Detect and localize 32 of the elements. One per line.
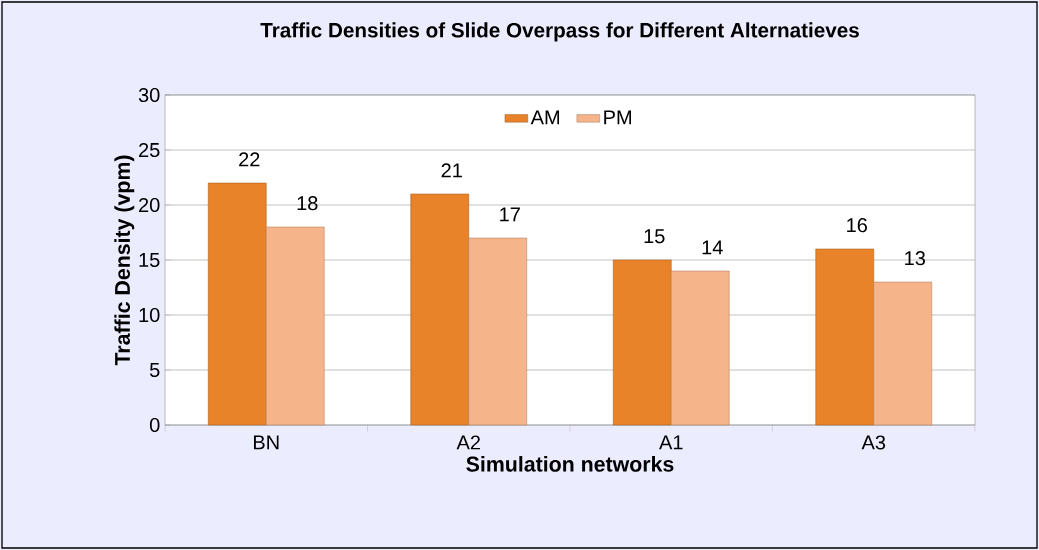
y-tick-label: 25 — [139, 142, 160, 158]
data-label: 14 — [702, 240, 723, 255]
data-label: 21 — [441, 163, 462, 178]
legend-label: AM — [530, 110, 560, 125]
x-tick-label: BN — [253, 435, 279, 450]
y-tick-label: 30 — [138, 87, 160, 103]
bar — [410, 193, 470, 426]
x-tick-label: A3 — [861, 435, 886, 450]
y-tick-label: 15 — [139, 253, 160, 267]
data-label: 13 — [905, 251, 925, 266]
bar — [612, 259, 672, 426]
bar — [670, 270, 730, 426]
y-tick-label: 0 — [149, 417, 160, 433]
bar — [873, 281, 933, 426]
chart-title: Traffic Densities of Slide Overpass for Different Alternatieves — [260, 22, 859, 42]
x-tick-label: A1 — [659, 435, 683, 450]
x-tick-label: A2 — [456, 435, 480, 450]
data-label: 22 — [239, 152, 260, 167]
data-label: 18 — [297, 196, 318, 211]
y-tick-label: 5 — [149, 363, 160, 377]
bar — [815, 248, 875, 426]
bar — [468, 237, 528, 426]
y-tick-label: 20 — [139, 197, 160, 213]
legend-label: PM — [604, 110, 631, 125]
data-label: 15 — [644, 229, 665, 244]
data-label: 17 — [500, 207, 520, 222]
bar — [207, 182, 267, 426]
y-tick-label: 10 — [139, 307, 160, 323]
data-label: 16 — [847, 218, 867, 233]
y-axis-title: Traffic Density (vpm) — [114, 155, 135, 366]
bar — [265, 226, 325, 426]
x-axis-title: Simulation networks — [466, 456, 674, 472]
